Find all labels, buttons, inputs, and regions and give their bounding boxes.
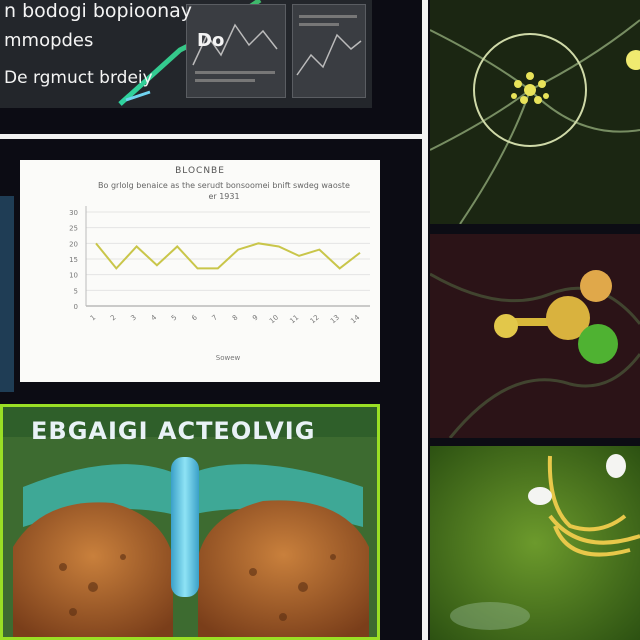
x-tick-label: 8: [231, 313, 240, 322]
x-tick-label: 10: [268, 313, 280, 325]
x-axis-label: Sowew: [216, 354, 241, 362]
edge-strip: [0, 196, 14, 392]
x-tick-label: 3: [129, 313, 138, 322]
x-tick-label: 2: [109, 313, 118, 322]
chart-title: BLOCNBE: [175, 166, 225, 176]
neuron-illustration: [430, 0, 640, 224]
top-slide: n bodogi bopioonay mmopdes De rgmuct brd…: [0, 0, 372, 108]
green-image: [430, 446, 640, 640]
x-tick-label: 5: [170, 313, 179, 322]
divider-vertical: [422, 0, 428, 640]
slide-text-line: mmopdes: [4, 30, 94, 51]
slide-thumbnail: [292, 4, 366, 98]
slide-thumbnail: [186, 4, 286, 98]
x-tick-label: 11: [288, 313, 300, 325]
poster: EBGAIGI ACTEOLVIG: [0, 404, 380, 640]
x-tick-label: 4: [150, 313, 159, 322]
y-tick-label: 0: [74, 303, 78, 311]
chart-card: BLOCNBE Bo grlolg benaice as the serudt …: [20, 160, 380, 382]
y-tick-label: 5: [74, 287, 78, 295]
cells-image: [430, 234, 640, 438]
y-tick-label: 20: [69, 240, 78, 248]
slide-text-line: n bodogi bopioonay: [4, 0, 193, 22]
x-tick-label: 12: [309, 313, 321, 325]
y-tick-label: 10: [69, 272, 78, 280]
y-tick-label: 15: [69, 256, 78, 264]
y-tick-label: 30: [69, 209, 78, 217]
slide-badge: Do: [197, 30, 225, 51]
x-tick-label: 1: [89, 313, 98, 322]
x-tick-label: 7: [211, 313, 220, 322]
lung-illustration: [3, 437, 377, 637]
neuron-image: [430, 0, 640, 224]
series-line: [95, 242, 361, 270]
poster-heading: EBGAIGI ACTEOLVIG: [31, 417, 316, 445]
x-tick-label: 13: [329, 313, 341, 325]
slide-text-line: De rgmuct brdeiy: [4, 68, 153, 88]
cells-illustration: [430, 234, 640, 438]
divider-top: [0, 134, 422, 139]
chart-subtitle: Bo grlolg benaice as the serudt bonsoome…: [98, 181, 350, 201]
y-tick-label: 25: [69, 225, 78, 233]
x-tick-label: 9: [251, 313, 260, 322]
x-tick-label: 6: [190, 313, 199, 322]
green-illustration: [430, 446, 640, 640]
x-tick-label: 14: [349, 313, 361, 325]
